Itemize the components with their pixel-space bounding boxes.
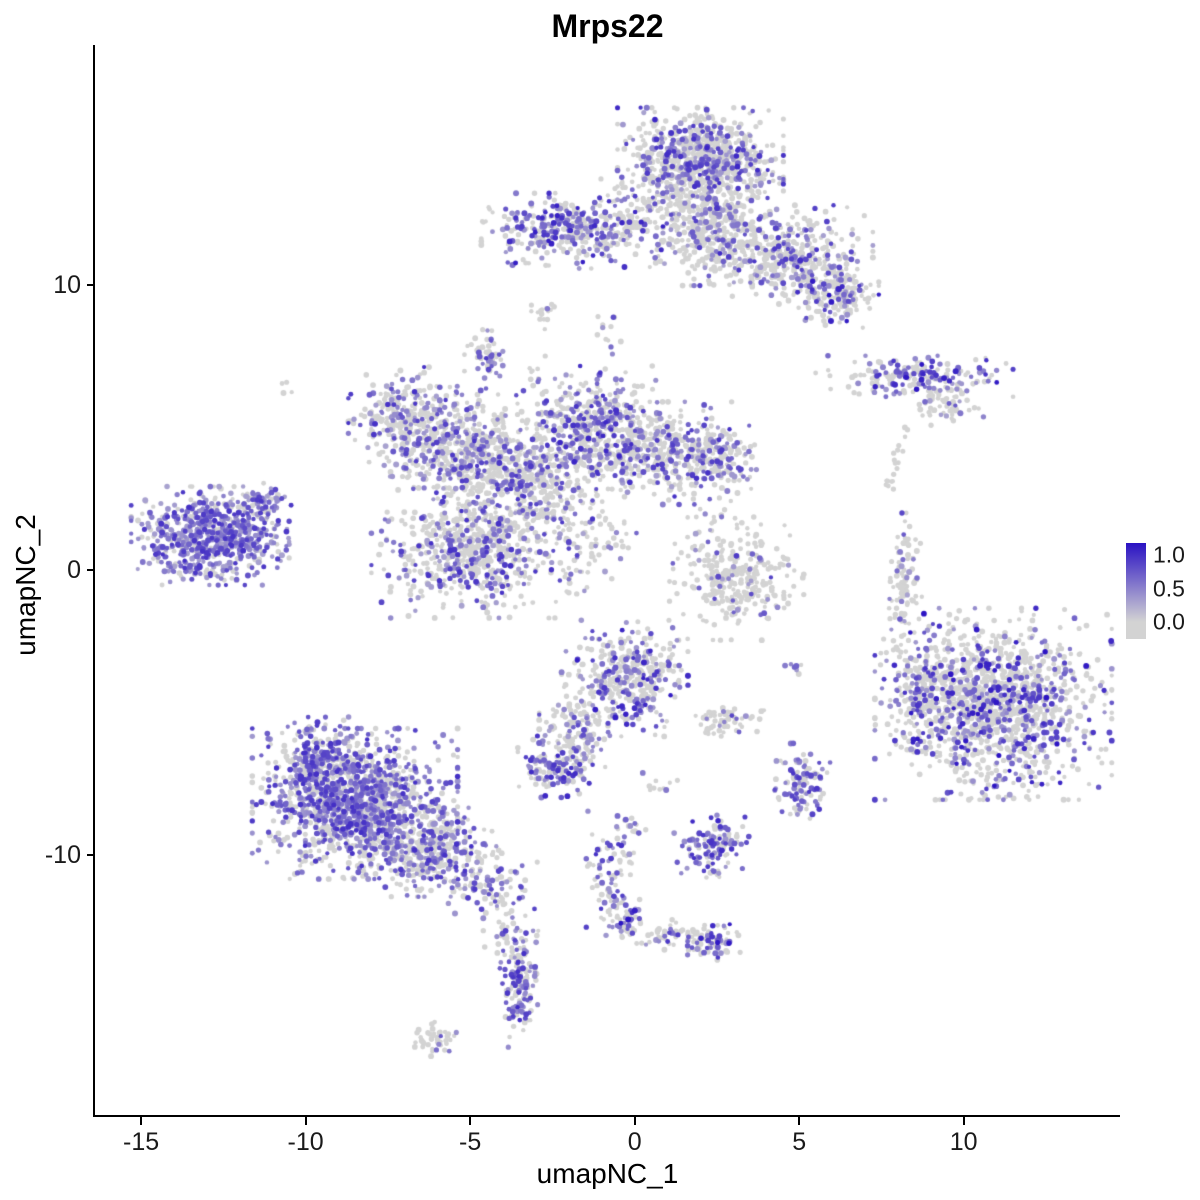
x-tick-mark--5 xyxy=(469,1117,472,1125)
y-tick-mark-0 xyxy=(87,569,95,572)
y-axis-line xyxy=(93,45,95,1117)
legend-tick-0.5: 0.5 xyxy=(1153,575,1185,602)
x-tick-mark--15 xyxy=(140,1117,143,1125)
x-tick-mark-10 xyxy=(962,1117,965,1125)
x-tick-label-0: 0 xyxy=(627,1128,642,1156)
y-tick-mark--10 xyxy=(87,854,95,857)
plot-title: Mrps22 xyxy=(551,8,664,44)
legend-tick-0.0: 0.0 xyxy=(1153,608,1185,635)
y-tick-mark-10 xyxy=(87,283,95,286)
x-tick-label--5: -5 xyxy=(458,1128,482,1156)
plot-area xyxy=(93,45,1120,1117)
x-axis-line xyxy=(93,1115,1120,1117)
x-axis-title: umapNC_1 xyxy=(536,1158,679,1189)
x-tick-label-10: 10 xyxy=(949,1128,978,1156)
y-tick-label-0: 0 xyxy=(67,556,81,585)
y-tick-label--10: -10 xyxy=(44,841,81,870)
legend-tick-1.0: 1.0 xyxy=(1153,541,1185,568)
x-tick-label--15: -15 xyxy=(122,1128,160,1156)
x-tick-mark-5 xyxy=(798,1117,801,1125)
x-tick-mark-0 xyxy=(633,1117,636,1125)
scatter-points-canvas xyxy=(95,45,1120,1115)
y-tick-label-10: 10 xyxy=(53,270,81,299)
legend-gradient-bar xyxy=(1126,543,1146,639)
x-tick-mark--10 xyxy=(304,1117,307,1125)
expression-legend: 1.0 0.5 0.0 xyxy=(1126,541,1200,643)
x-tick-label-5: 5 xyxy=(792,1128,807,1156)
x-tick-label--10: -10 xyxy=(287,1128,324,1156)
